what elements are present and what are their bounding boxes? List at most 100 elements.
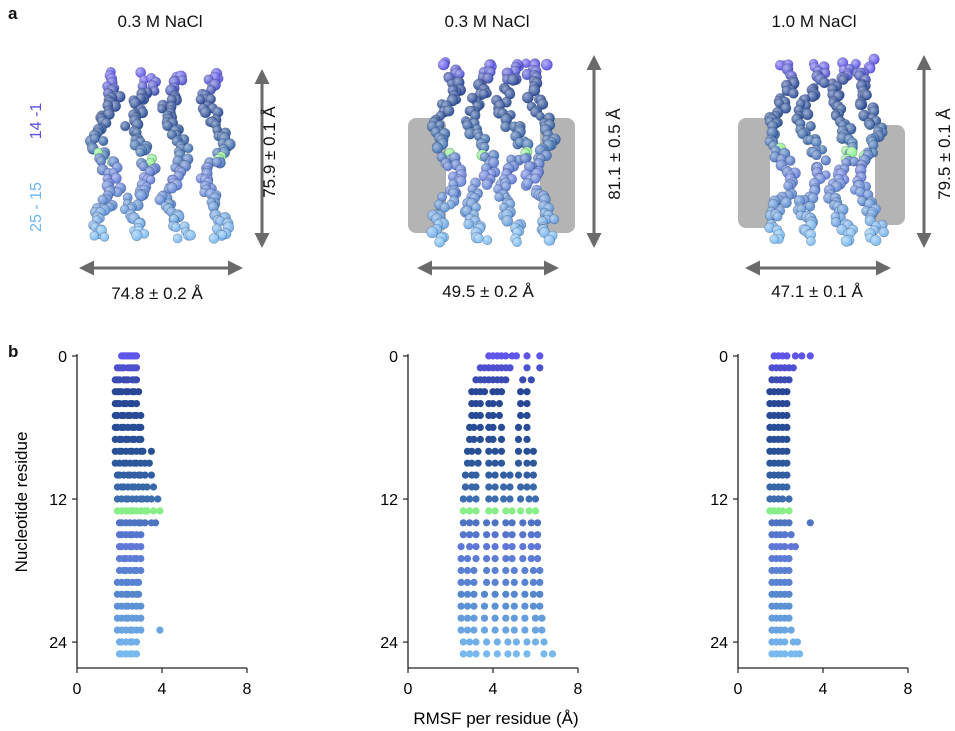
bead-highlight — [138, 161, 149, 172]
rmsf-point — [459, 507, 467, 515]
rmsf-point — [538, 614, 546, 622]
bead-highlight — [522, 178, 533, 189]
rmsf-point — [502, 626, 510, 634]
rmsf-point — [489, 400, 497, 408]
rmsf-point — [534, 531, 542, 539]
rmsf-point — [480, 590, 489, 598]
bead-highlight — [522, 92, 534, 104]
rmsf-point — [514, 423, 523, 431]
rmsf-point — [457, 578, 465, 586]
rmsf-point — [156, 507, 164, 515]
rmsf-point — [510, 626, 518, 634]
rmsf-point — [523, 435, 531, 443]
rmsf-point — [491, 495, 499, 503]
height-measure-1: 75.9 ± 0.1 Å — [260, 106, 279, 198]
rmsf-point — [463, 614, 472, 622]
rmsf-point — [491, 459, 499, 467]
rmsf-point — [502, 602, 510, 610]
rmsf-point — [517, 495, 525, 503]
rmsf-point — [527, 531, 535, 539]
rmsf-point — [519, 376, 527, 384]
rmsf-point — [781, 626, 789, 634]
bead-highlight — [145, 166, 155, 177]
rmsf-point — [472, 483, 480, 491]
dna-structures — [84, 53, 890, 248]
rmsf-point — [137, 423, 145, 431]
rmsf-point — [483, 650, 491, 658]
rmsf-point — [523, 411, 531, 420]
rmsf-point — [806, 519, 814, 527]
rmsf-point — [523, 471, 531, 479]
rmsf-point — [521, 590, 529, 598]
bead-highlight — [481, 179, 493, 190]
rmsf-point — [132, 364, 141, 372]
rmsf-point — [531, 495, 540, 503]
rmsf-point — [472, 531, 480, 539]
bead-highlight — [515, 137, 525, 147]
rmsf-point — [459, 638, 467, 646]
rmsf-point — [791, 543, 800, 551]
y-tick-label: 0 — [58, 349, 67, 366]
bead-highlight — [530, 173, 541, 184]
bead-highlight — [470, 110, 481, 121]
rmsf-point — [466, 495, 474, 503]
rmsf-point — [500, 483, 508, 491]
bead-highlight — [544, 234, 555, 246]
rmsf-point — [502, 614, 510, 622]
width-measure-3: 47.1 ± 0.1 Å — [771, 282, 863, 301]
rmsf-point — [463, 626, 472, 634]
rmsf-point — [472, 507, 480, 515]
bead-highlight — [855, 187, 866, 198]
bead-highlight — [98, 136, 109, 146]
bead-highlight — [520, 153, 530, 164]
bead-highlight — [522, 138, 534, 150]
rmsf-point — [502, 531, 510, 539]
rmsf-point — [132, 650, 141, 658]
x-tick-label: 4 — [158, 681, 167, 698]
rmsf-point — [536, 602, 544, 610]
rmsf-point — [523, 483, 531, 491]
rmsf-point — [132, 638, 141, 646]
rmsf-point — [508, 507, 516, 515]
bead-highlight — [862, 90, 872, 100]
rmsf-point — [470, 602, 478, 610]
bead-highlight — [185, 230, 196, 241]
x-tick-label: 0 — [734, 681, 743, 698]
bead-highlight — [849, 157, 859, 167]
rmsf-point — [489, 411, 497, 420]
rmsf-point — [502, 578, 510, 586]
rmsf-point — [459, 495, 467, 503]
rmsf-point — [540, 650, 548, 658]
width-measure-1: 74.8 ± 0.2 Å — [111, 284, 203, 303]
bead-highlight — [112, 187, 123, 198]
rmsf-point — [502, 519, 510, 527]
rmsf-point — [457, 543, 465, 551]
rmsf-point — [521, 602, 529, 610]
membrane-slab-3a — [738, 118, 770, 228]
rmsf-point — [527, 376, 535, 384]
bead-highlight — [218, 230, 227, 240]
rmsf-point — [506, 471, 514, 479]
rmsf-point — [798, 352, 806, 360]
rmsf-point — [491, 602, 499, 610]
rmsf-point — [785, 376, 793, 384]
rmsf-point — [506, 483, 514, 491]
rmsf-point — [529, 590, 538, 598]
rmsf-point — [466, 650, 474, 658]
rmsf-point — [472, 495, 480, 503]
bead-highlight — [811, 150, 822, 160]
bead-highlight — [501, 215, 513, 227]
rmsf-point — [517, 411, 525, 420]
rmsf-point — [510, 614, 518, 622]
rmsf-point — [529, 447, 538, 455]
rmsf-point — [137, 614, 145, 622]
rmsf-point — [461, 483, 469, 491]
rmsf-point — [525, 507, 533, 515]
bead-highlight — [831, 217, 841, 228]
rmsf-point — [521, 566, 529, 575]
rmsf-point — [485, 447, 493, 455]
rmsf-point — [519, 543, 527, 551]
bead-highlight — [212, 157, 222, 167]
bead-highlight — [507, 74, 519, 86]
rmsf-point — [468, 459, 476, 467]
